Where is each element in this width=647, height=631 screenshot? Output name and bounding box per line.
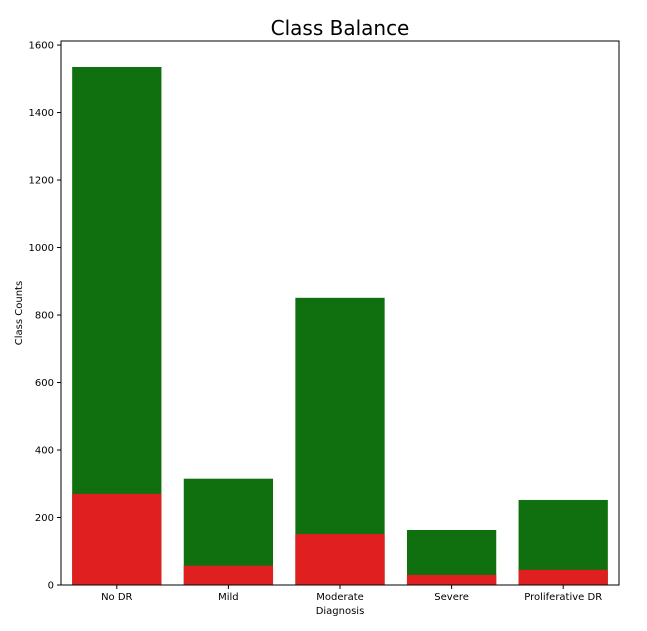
bars-group (72, 66, 608, 586)
bar-series-2-proliferative-dr (518, 569, 608, 585)
y-tick-label: 1200 (29, 176, 54, 187)
x-axis: No DR Mild Moderate Severe Proliferative DR (101, 585, 602, 603)
y-tick-label: 1600 (29, 41, 54, 52)
y-tick-label: 0 (48, 581, 54, 592)
y-tick-label: 600 (35, 378, 54, 389)
y-tick-label: 200 (35, 513, 54, 524)
y-tick-label: 800 (35, 311, 54, 322)
y-tick-label: 1000 (29, 243, 54, 254)
y-tick-label: 400 (35, 446, 54, 457)
x-tick-label: Proliferative DR (524, 592, 602, 603)
y-axis-label: Class Counts (14, 281, 25, 345)
x-axis-label: Diagnosis (316, 606, 365, 617)
x-tick-label: Severe (434, 592, 469, 603)
x-tick-label: Mild (218, 592, 239, 603)
bar-series-2-severe (406, 574, 497, 585)
bar-series-2-no-dr (72, 493, 162, 585)
x-tick-label: Moderate (316, 592, 364, 603)
bar-series-2-moderate (295, 534, 385, 585)
y-axis: 0 200 400 600 800 1000 1200 1400 1600 (29, 41, 61, 592)
bar-series-2-mild (183, 565, 274, 585)
chart-title: Class Balance (271, 16, 410, 40)
y-tick-label: 1400 (29, 108, 54, 119)
x-tick-label: No DR (101, 592, 132, 603)
